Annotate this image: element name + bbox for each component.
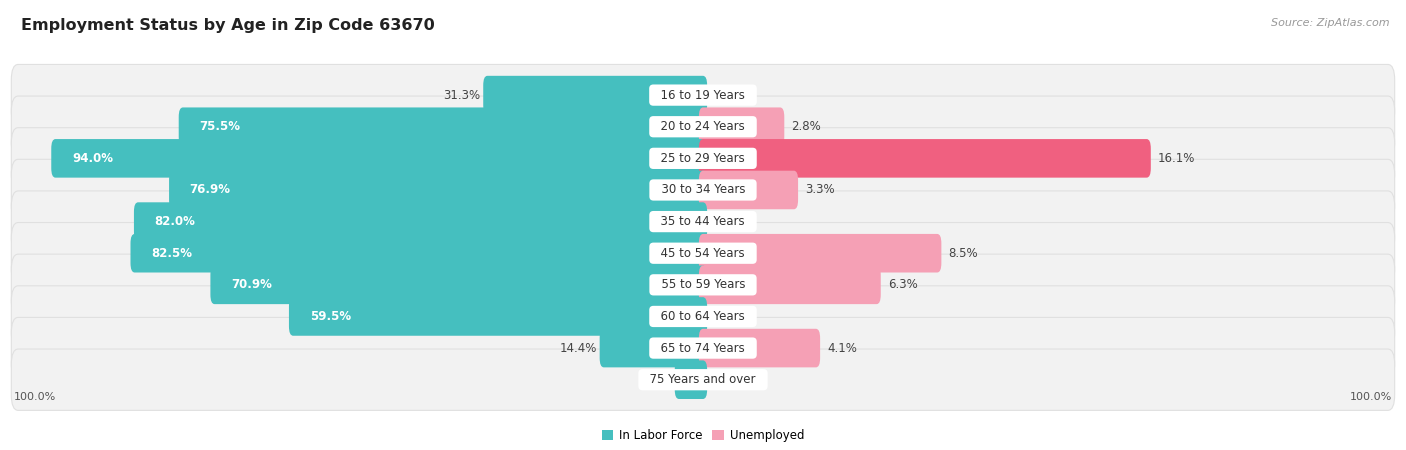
- FancyBboxPatch shape: [11, 349, 1395, 410]
- Text: 6.3%: 6.3%: [887, 279, 917, 291]
- FancyBboxPatch shape: [699, 108, 785, 146]
- Text: 100.0%: 100.0%: [1350, 392, 1392, 402]
- Text: Employment Status by Age in Zip Code 63670: Employment Status by Age in Zip Code 636…: [21, 18, 434, 33]
- Text: 3.3%: 3.3%: [806, 184, 835, 197]
- Text: 75.5%: 75.5%: [200, 120, 240, 133]
- Text: 35 to 44 Years: 35 to 44 Years: [654, 215, 752, 228]
- Text: 45 to 54 Years: 45 to 54 Years: [654, 247, 752, 260]
- FancyBboxPatch shape: [11, 191, 1395, 252]
- FancyBboxPatch shape: [699, 171, 799, 209]
- FancyBboxPatch shape: [699, 329, 820, 367]
- FancyBboxPatch shape: [51, 139, 707, 178]
- FancyBboxPatch shape: [134, 202, 707, 241]
- FancyBboxPatch shape: [169, 171, 707, 209]
- Text: 14.4%: 14.4%: [560, 342, 598, 355]
- Text: 16 to 19 Years: 16 to 19 Years: [654, 89, 752, 102]
- FancyBboxPatch shape: [11, 286, 1395, 347]
- FancyBboxPatch shape: [11, 254, 1395, 315]
- Text: 94.0%: 94.0%: [72, 152, 112, 165]
- FancyBboxPatch shape: [131, 234, 707, 273]
- Text: 100.0%: 100.0%: [14, 392, 56, 402]
- Text: Source: ZipAtlas.com: Source: ZipAtlas.com: [1271, 18, 1389, 28]
- Text: 0.0%: 0.0%: [714, 373, 744, 386]
- Text: 55 to 59 Years: 55 to 59 Years: [654, 279, 752, 291]
- FancyBboxPatch shape: [11, 159, 1395, 220]
- FancyBboxPatch shape: [11, 317, 1395, 379]
- Text: 60 to 64 Years: 60 to 64 Years: [654, 310, 752, 323]
- FancyBboxPatch shape: [11, 64, 1395, 126]
- Text: 20 to 24 Years: 20 to 24 Years: [654, 120, 752, 133]
- Text: 70.9%: 70.9%: [231, 279, 271, 291]
- Text: 0.0%: 0.0%: [714, 89, 744, 102]
- FancyBboxPatch shape: [11, 223, 1395, 284]
- FancyBboxPatch shape: [699, 266, 880, 304]
- Text: 65 to 74 Years: 65 to 74 Years: [654, 342, 752, 355]
- Text: 2.8%: 2.8%: [792, 120, 821, 133]
- Text: 25 to 29 Years: 25 to 29 Years: [654, 152, 752, 165]
- Legend: In Labor Force, Unemployed: In Labor Force, Unemployed: [599, 427, 807, 445]
- Text: 82.5%: 82.5%: [152, 247, 193, 260]
- Text: 4.1%: 4.1%: [827, 342, 856, 355]
- Text: 75 Years and over: 75 Years and over: [643, 373, 763, 386]
- Text: 8.5%: 8.5%: [948, 247, 979, 260]
- Text: 30 to 34 Years: 30 to 34 Years: [654, 184, 752, 197]
- FancyBboxPatch shape: [675, 360, 707, 399]
- Text: 31.3%: 31.3%: [443, 89, 481, 102]
- FancyBboxPatch shape: [211, 266, 707, 304]
- FancyBboxPatch shape: [699, 139, 1152, 178]
- Text: 59.5%: 59.5%: [309, 310, 350, 323]
- Text: 0.0%: 0.0%: [714, 310, 744, 323]
- FancyBboxPatch shape: [599, 329, 707, 367]
- FancyBboxPatch shape: [699, 234, 942, 273]
- Text: 16.1%: 16.1%: [1157, 152, 1195, 165]
- Text: 3.5%: 3.5%: [643, 373, 672, 386]
- FancyBboxPatch shape: [290, 297, 707, 336]
- Text: 76.9%: 76.9%: [190, 184, 231, 197]
- FancyBboxPatch shape: [484, 76, 707, 114]
- FancyBboxPatch shape: [11, 96, 1395, 158]
- Text: 0.0%: 0.0%: [714, 215, 744, 228]
- FancyBboxPatch shape: [179, 108, 707, 146]
- Text: 82.0%: 82.0%: [155, 215, 195, 228]
- FancyBboxPatch shape: [11, 128, 1395, 189]
